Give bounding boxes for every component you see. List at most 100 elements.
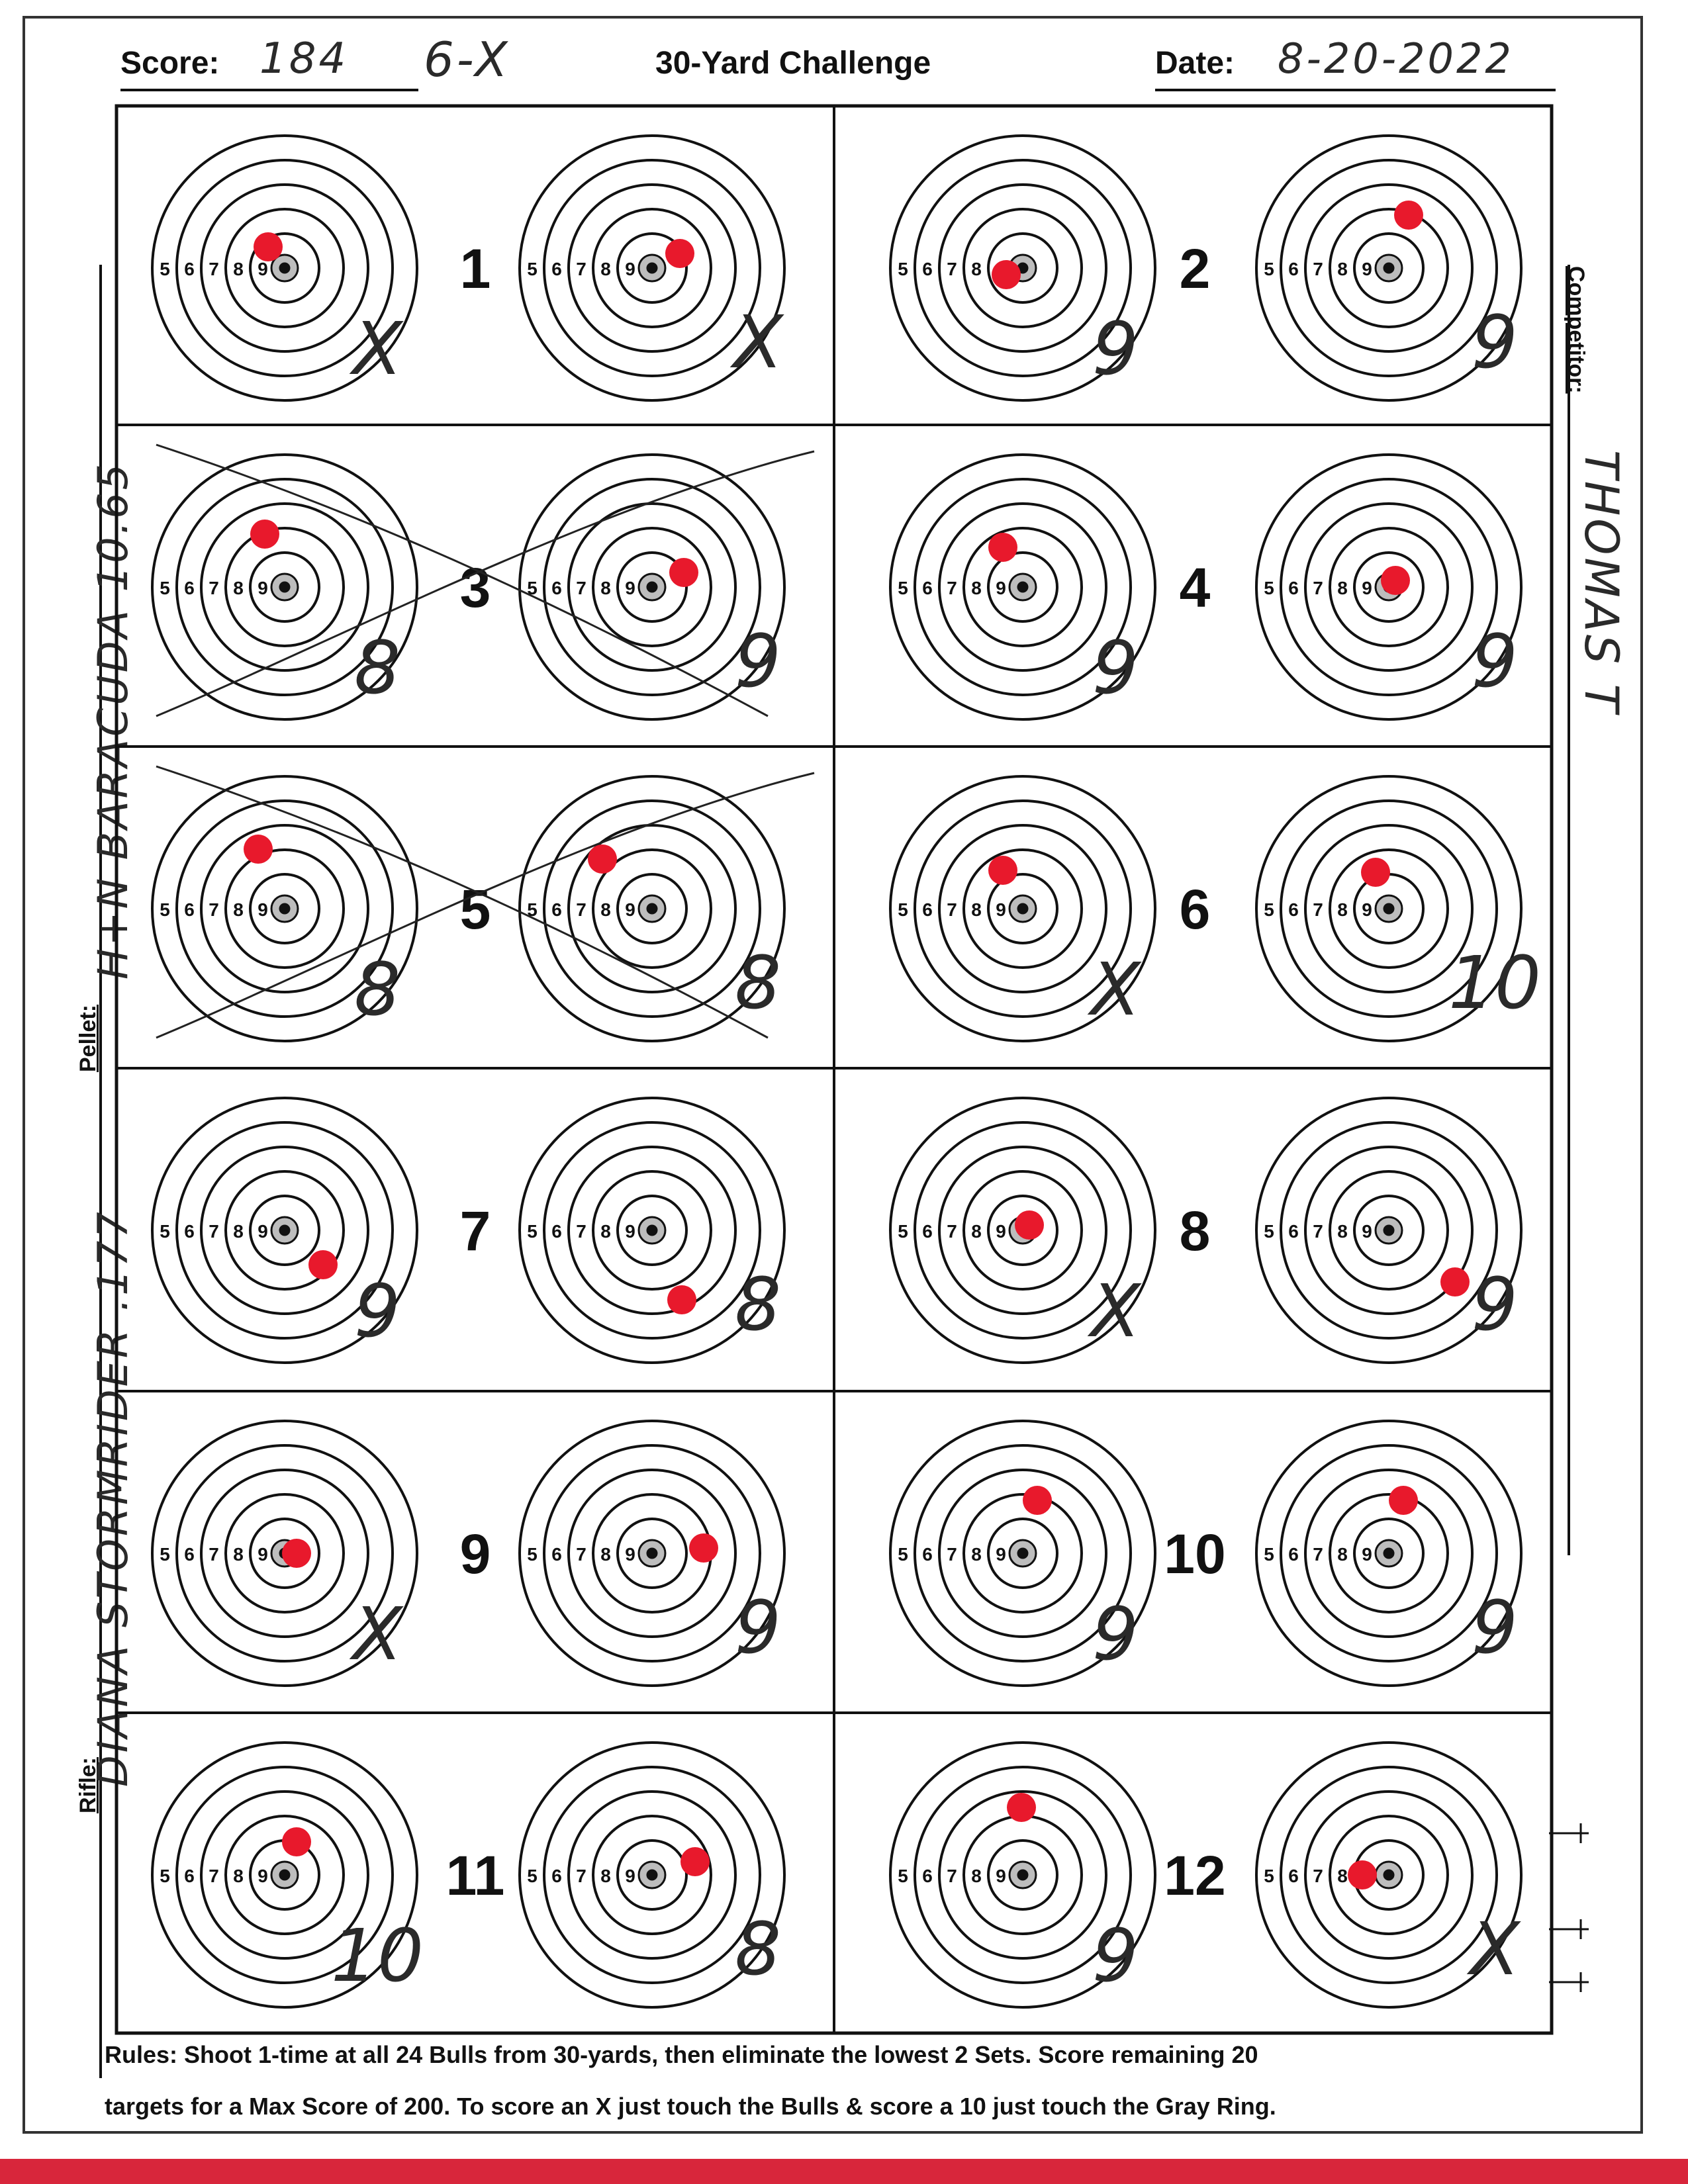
ring-number: 8	[971, 1866, 982, 1886]
target-ring	[518, 453, 786, 721]
target-ring	[279, 903, 291, 915]
handwritten-score: 9	[1472, 300, 1518, 385]
date-label: Date:	[1155, 46, 1235, 81]
handwritten-score: 8	[354, 625, 400, 710]
target-ring	[518, 134, 786, 402]
target-ring	[962, 848, 1083, 969]
date-field: Date: 8-20-2022	[1155, 34, 1556, 91]
target-ring	[616, 1195, 688, 1266]
target-ring	[175, 159, 394, 377]
set-number: 11	[446, 1844, 505, 1907]
rules-line-2: targets for a Max Score of 200. To score…	[105, 2093, 1276, 2120]
target-ring	[1304, 502, 1474, 672]
target-ring	[543, 1766, 761, 1984]
target-ring	[1255, 1420, 1523, 1687]
pellet-hole	[1007, 1793, 1036, 1822]
target-ring	[646, 1224, 658, 1236]
target-ring	[914, 1766, 1132, 1984]
ring-number: 8	[233, 578, 244, 598]
ring-number: 8	[233, 899, 244, 920]
target-ring	[1017, 581, 1029, 593]
target-ring	[616, 1518, 688, 1589]
ring-number: 6	[1288, 259, 1299, 279]
ring-number: 6	[1288, 1221, 1299, 1242]
ring-number: 9	[996, 899, 1006, 920]
set-number: 10	[1164, 1523, 1225, 1585]
target-ring	[1304, 824, 1474, 993]
target-ring	[987, 1518, 1058, 1589]
target-ring	[151, 453, 418, 721]
target-ring	[1280, 1444, 1498, 1662]
target-ring	[987, 232, 1058, 304]
ring-number: 7	[576, 578, 586, 598]
target-ring	[518, 1097, 786, 1364]
set-number: 12	[1164, 1844, 1225, 1907]
target-ring	[224, 208, 345, 328]
ring-number: 5	[898, 1221, 908, 1242]
pellet-hole	[1381, 566, 1410, 595]
handwritten-score: 9	[354, 1269, 400, 1353]
target-ring	[938, 824, 1107, 993]
ring-number: 8	[600, 899, 611, 920]
target-ring	[1280, 1121, 1498, 1340]
target-ring	[200, 502, 369, 672]
set-number: 9	[460, 1523, 491, 1585]
ring-number: 5	[1264, 578, 1274, 598]
handwritten-score: 9	[1092, 306, 1139, 391]
target-ring	[1280, 159, 1498, 377]
ring-number: 9	[258, 1221, 268, 1242]
score-field: Score: 184	[120, 34, 418, 91]
target-ring	[987, 551, 1058, 623]
ring-number: 9	[625, 259, 635, 279]
target-ring	[938, 1469, 1107, 1638]
target-ring	[1353, 1518, 1425, 1589]
target-ring	[889, 453, 1156, 721]
target-ring	[616, 551, 688, 623]
ring-number: 6	[922, 578, 933, 598]
ring-number: 6	[551, 259, 562, 279]
ring-number: 5	[898, 259, 908, 279]
bottom-red-strip	[0, 2159, 1688, 2184]
ring-number: 8	[1337, 578, 1348, 598]
sheet-border	[23, 16, 1643, 2134]
ring-number: 9	[258, 259, 268, 279]
ring-number: 9	[258, 899, 268, 920]
target-ring	[567, 1469, 737, 1638]
page-title: 30-Yard Challenge	[655, 46, 931, 81]
target-ring	[151, 1420, 418, 1687]
pellet-hole	[680, 1847, 710, 1876]
ring-number: 5	[160, 899, 170, 920]
ring-number: 7	[1313, 899, 1323, 920]
target-ring	[1329, 1170, 1449, 1291]
pellet-hole	[244, 835, 273, 864]
ring-number: 9	[625, 1866, 635, 1886]
pellet-hole	[988, 856, 1017, 885]
score-label: Score:	[120, 46, 220, 81]
handwritten-score: 9	[1472, 1262, 1518, 1347]
ring-number: 8	[600, 1866, 611, 1886]
ring-number: 8	[233, 259, 244, 279]
ring-number: 8	[1337, 1866, 1348, 1886]
target-ring	[646, 581, 658, 593]
ring-number: 6	[551, 578, 562, 598]
ring-number: 6	[922, 1866, 933, 1886]
ring-number: 9	[625, 1544, 635, 1565]
date-underline	[1155, 89, 1556, 91]
pellet-hole	[1394, 201, 1423, 230]
target-ring	[1017, 1547, 1029, 1559]
pellet-hole	[250, 520, 279, 549]
pellet-hole	[667, 1285, 696, 1314]
target-ring	[224, 848, 345, 969]
pellet-hole	[992, 260, 1021, 289]
target-ring	[151, 775, 418, 1042]
ring-number: 7	[576, 899, 586, 920]
target-ring	[914, 1444, 1132, 1662]
target-ring	[543, 1444, 761, 1662]
pellet-hole	[282, 1827, 311, 1856]
ring-number: 5	[527, 1221, 538, 1242]
ring-number: 6	[1288, 1544, 1299, 1565]
ring-number: 9	[258, 1544, 268, 1565]
ring-number: 6	[922, 1544, 933, 1565]
ring-number: 9	[996, 1544, 1006, 1565]
target-ring	[279, 1224, 291, 1236]
